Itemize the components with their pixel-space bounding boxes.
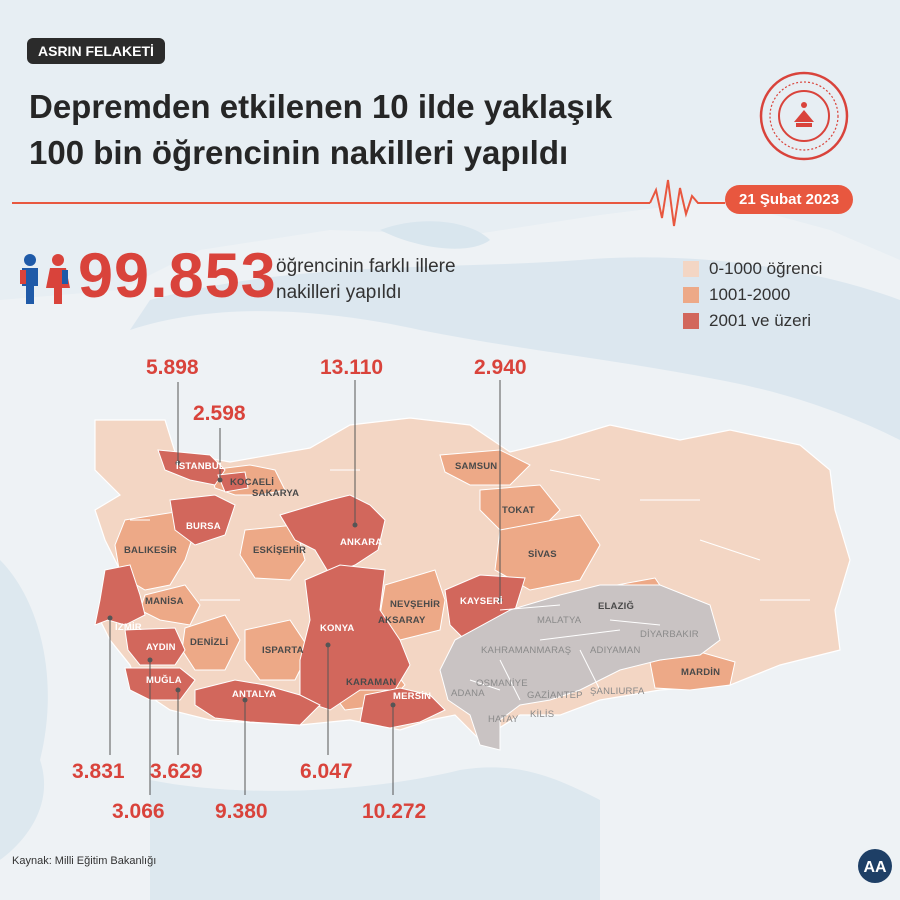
value-aydin: 3.066 [112, 800, 165, 823]
legend-item-mid: 1001-2000 [683, 282, 822, 308]
label-samsun: SAMSUN [455, 461, 498, 472]
value-kocaeli: 2.598 [193, 402, 246, 425]
label-denizli: DENİZLİ [190, 637, 229, 648]
students-icon [20, 254, 70, 304]
page-title: Depremden etkilenen 10 ilde yaklaşık 100… [29, 84, 719, 176]
aa-logo-icon: AA [858, 849, 892, 883]
title-line-1: Depremden etkilenen 10 ilde yaklaşık [29, 88, 613, 125]
label-aydin: AYDIN [146, 642, 176, 653]
label-malatya: MALATYA [537, 615, 582, 626]
label-gaziantep: GAZİANTEP [527, 690, 583, 701]
category-tag: ASRIN FELAKETİ [27, 38, 165, 64]
value-konya: 6.047 [300, 760, 353, 783]
label-adiyaman: ADIYAMAN [590, 645, 641, 656]
label-ankara: ANKARA [340, 537, 383, 548]
title-line-2: 100 bin öğrencinin nakilleri yapıldı [29, 134, 569, 171]
value-ankara: 13.110 [320, 356, 384, 379]
label-eskisehir: ESKİŞEHİR [253, 545, 307, 556]
value-istanbul: 5.898 [146, 356, 199, 379]
label-izmir: İZMİR [115, 622, 142, 633]
desc-line-2: nakilleri yapıldı [276, 282, 402, 303]
label-aksaray: AKSARAY [378, 615, 426, 626]
label-diyarbakir: DİYARBAKIR [640, 629, 699, 640]
legend-item-low: 0-1000 öğrenci [683, 256, 822, 282]
value-kayseri: 2.940 [474, 356, 527, 379]
label-kilis: KİLİS [530, 709, 555, 720]
value-izmir: 3.831 [72, 760, 125, 783]
legend-item-high: 2001 ve üzeri [683, 308, 822, 334]
label-sivas: SİVAS [528, 549, 557, 560]
label-hatay: HATAY [488, 714, 519, 725]
label-sanliurfa: ŞANLIURFA [590, 686, 645, 697]
label-elazig: ELAZIĞ [598, 601, 635, 612]
label-bursa: BURSA [186, 521, 221, 532]
total-students: 99.853 [78, 241, 277, 311]
legend: 0-1000 öğrenci 1001-2000 2001 ve üzeri [683, 256, 822, 334]
label-antalya: ANTALYA [232, 689, 277, 700]
label-tokat: TOKAT [502, 505, 535, 516]
label-balikesir: BALIKESİR [124, 545, 177, 556]
label-mugla: MUĞLA [146, 675, 182, 686]
desc-line-1: öğrencinin farklı illere [276, 256, 456, 277]
value-mugla: 3.629 [150, 760, 203, 783]
label-karaman: KARAMAN [346, 677, 397, 688]
label-istanbul: İSTANBUL [176, 461, 225, 472]
label-mersin: MERSİN [393, 691, 432, 702]
value-antalya: 9.380 [215, 800, 268, 823]
label-nevsehir: NEVŞEHİR [390, 599, 441, 610]
label-osmaniye: OSMANİYE [476, 678, 528, 689]
label-mardin: MARDİN [681, 667, 721, 678]
date-badge: 21 Şubat 2023 [725, 185, 854, 214]
seismograph-icon [12, 179, 725, 227]
value-mersin: 10.272 [362, 800, 427, 823]
svg-text:AA: AA [863, 859, 887, 876]
label-kahramanmaras: KAHRAMANMARAŞ [481, 645, 572, 656]
label-isparta: ISPARTA [262, 645, 304, 656]
meb-seal-icon [759, 71, 849, 161]
label-kayseri: KAYSERİ [460, 596, 503, 607]
total-description: öğrencinin farklı illere nakilleri yapıl… [276, 254, 536, 306]
source-note: Kaynak: Milli Eğitim Bakanlığı [12, 855, 157, 867]
label-konya: KONYA [320, 623, 355, 634]
label-sakarya: SAKARYA [252, 488, 300, 499]
label-kocaeli: KOCAELİ [230, 477, 275, 488]
label-manisa: MANİSA [145, 596, 184, 607]
label-adana: ADANA [451, 688, 485, 699]
